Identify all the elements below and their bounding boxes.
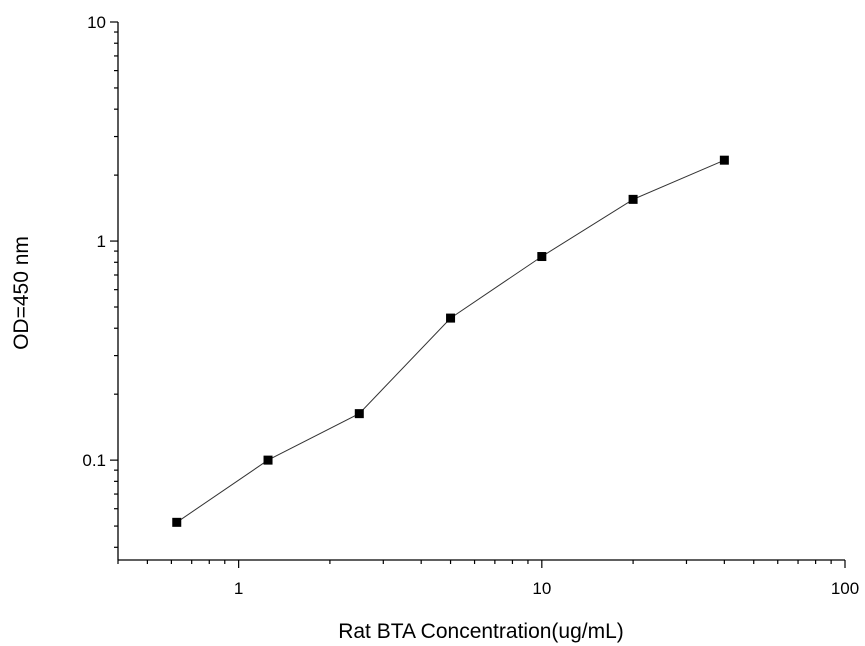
data-point <box>263 455 273 465</box>
axes <box>117 22 845 561</box>
x-tick-label: 10 <box>532 579 551 598</box>
y-tick-label: 1 <box>97 232 106 251</box>
y-tick-label: 10 <box>87 13 106 32</box>
data-series <box>172 155 729 527</box>
data-point <box>446 313 456 323</box>
ticks: 0.1 1 10 1 10 100 <box>82 13 859 598</box>
data-point <box>719 155 729 165</box>
data-point <box>537 252 547 262</box>
x-tick-label: 100 <box>831 579 859 598</box>
series-line <box>176 159 725 523</box>
x-tick-label: 1 <box>234 579 243 598</box>
data-point <box>628 194 638 204</box>
x-axis-title: Rat BTA Concentration(ug/mL) <box>338 620 624 643</box>
y-tick-label: 0.1 <box>82 451 106 470</box>
data-point <box>354 409 364 419</box>
y-axis-title: OD=450 nm <box>10 236 33 350</box>
data-point <box>172 517 182 527</box>
